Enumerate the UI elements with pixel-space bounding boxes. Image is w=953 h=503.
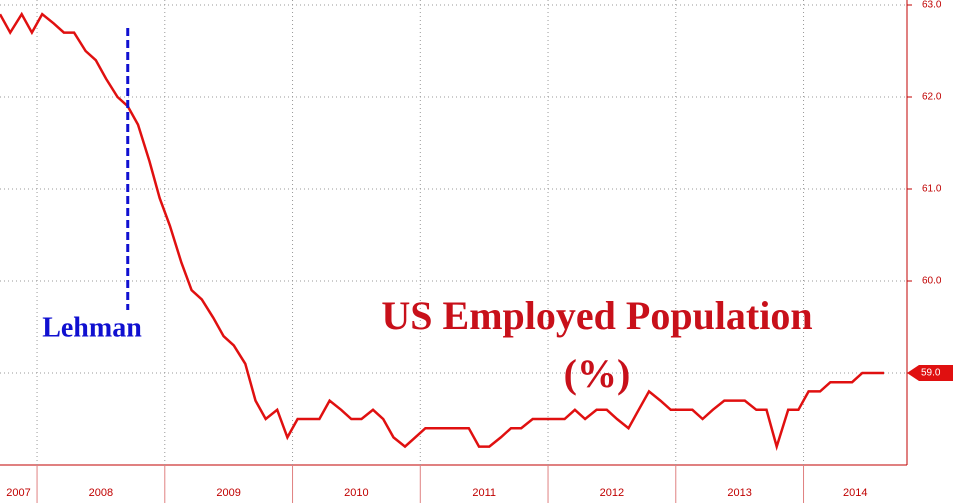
chart-title: US Employed Population — [381, 293, 812, 338]
x-tick-label: 2007 — [6, 487, 30, 499]
x-tick-label: 2011 — [472, 487, 496, 499]
x-tick-label: 2010 — [344, 487, 368, 499]
x-tick-label: 2009 — [216, 487, 240, 499]
annotation-label: Lehman — [42, 312, 142, 343]
current-value-box — [907, 365, 953, 381]
y-tick-label: 61.0 — [922, 184, 942, 195]
x-tick-label: 2014 — [843, 487, 867, 499]
y-tick-label: 60.0 — [922, 276, 942, 287]
line — [0, 11, 884, 452]
x-tick-label: 2013 — [727, 487, 751, 499]
x-tick-label: 2008 — [89, 487, 113, 499]
current-value-label: 59.0 — [921, 368, 941, 379]
y-tick-label: 63.0 — [922, 0, 942, 11]
x-tick-label: 2012 — [600, 487, 624, 499]
y-tick-label: 62.0 — [922, 92, 942, 103]
chart-subtitle: (%) — [564, 351, 631, 396]
